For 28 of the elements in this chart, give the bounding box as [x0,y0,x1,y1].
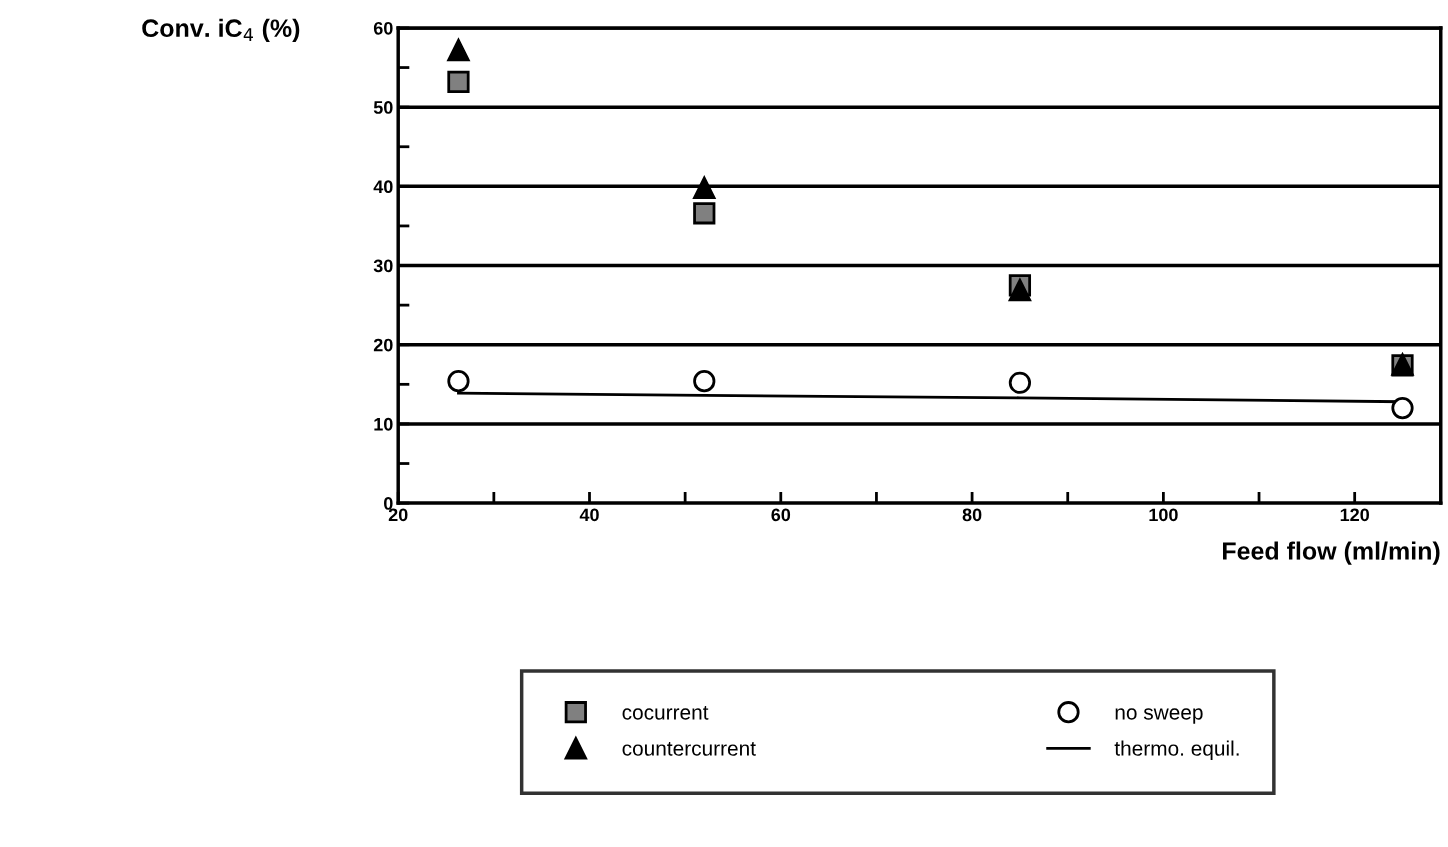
y-axis-title: Conv. iC$_{4}$ (%) [142,18,300,43]
y-tick-label: 40 [373,180,393,194]
x-axis-title: Feed flow (ml/min) [1223,541,1440,565]
x-tick-label: 60 [771,508,791,522]
point [693,370,716,393]
y-tick-label: 30 [373,259,393,273]
point [447,39,470,62]
point [447,70,470,93]
point [1008,278,1032,302]
legend-label: thermo. equil. [1114,740,1239,760]
x-tick-label: 100 [1149,508,1178,522]
y-tick-label: 0 [384,497,393,510]
y-tick-label: 60 [373,21,393,35]
point [447,370,470,393]
x-tick-label: 120 [1340,508,1369,522]
point [693,176,716,200]
legend-label: cocurrent [622,706,709,720]
x-tick-label: 20 [388,508,408,522]
legend-label: no sweep [1115,708,1203,724]
x-tick-label: 80 [962,508,982,522]
point [1008,371,1032,394]
legend-label: countercurrent [622,742,756,756]
point [693,202,716,225]
point [1391,396,1414,420]
y-tick-label: 50 [373,101,393,114]
y-tick-label: 20 [373,338,393,352]
y-tick-label: 10 [374,417,393,431]
x-tick-label: 40 [579,508,599,522]
